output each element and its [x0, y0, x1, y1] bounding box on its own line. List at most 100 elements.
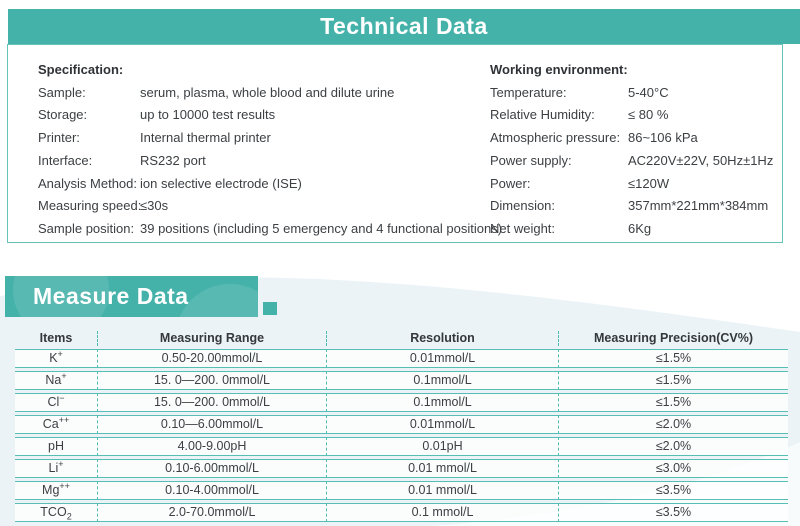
- technical-data-banner: Technical Data: [8, 9, 800, 44]
- item-symbol: Li: [48, 461, 59, 475]
- spec-row-measuring-speed: Measuring speed: ≤30s: [38, 195, 502, 218]
- spec-row-sample: Sample: serum, plasma, whole blood and di…: [38, 82, 502, 105]
- item-cell: Mg++: [15, 481, 98, 500]
- measure-data-banner: Measure Data: [5, 276, 258, 317]
- item-symbol: pH: [48, 439, 64, 453]
- item-cell: K+: [15, 349, 98, 368]
- range-cell: 15. 0—200. 0mmol/L: [98, 393, 327, 412]
- resolution-cell: 0.1 mmol/L: [327, 503, 559, 522]
- resolution-cell: 0.01 mmol/L: [327, 459, 559, 478]
- precision-cell: ≤1.5%: [559, 349, 788, 368]
- page-title: Technical Data: [320, 13, 488, 39]
- specification-box: Specification: Sample: serum, plasma, who…: [7, 44, 783, 243]
- item-cell: TCO2: [15, 503, 98, 522]
- env-value: 357mm*221mm*384mm: [628, 198, 769, 214]
- range-cell: 15. 0—200. 0mmol/L: [98, 371, 327, 390]
- precision-cell: ≤1.5%: [559, 393, 788, 412]
- item-cell: pH: [15, 437, 98, 456]
- env-label: Atmospheric pressure:: [490, 130, 621, 146]
- env-label: Net weight:: [490, 220, 556, 236]
- resolution-cell: 0.1mmol/L: [327, 371, 559, 390]
- resolution-cell: 0.01pH: [327, 437, 559, 456]
- spec-label: Analysis Method:: [38, 175, 137, 191]
- spec-label: Measuring speed:: [38, 198, 142, 214]
- spec-row-interface: Interface: RS232 port: [38, 150, 502, 173]
- col-header-precision: Measuring Precision(CV%): [593, 331, 754, 345]
- spec-value: ion selective electrode (ISE): [140, 175, 302, 191]
- env-row-power: Power: ≤120W: [490, 173, 773, 196]
- col-header-measuring-range: Measuring Range: [98, 331, 327, 346]
- item-charge: +: [58, 458, 64, 469]
- table-row-li: Li+ 0.10-6.00mmol/L 0.01 mmol/L ≤3.0%: [15, 459, 788, 478]
- range-cell: 0.50-20.00mmol/L: [98, 349, 327, 368]
- spec-label: Sample:: [38, 84, 86, 100]
- item-symbol: TCO: [40, 505, 67, 519]
- measure-banner-title: Measure Data: [33, 283, 189, 309]
- decorative-square: [263, 302, 277, 315]
- working-environment-heading: Working environment:: [490, 62, 628, 77]
- specification-heading: Specification:: [38, 62, 124, 77]
- specification-section: Specification: Sample: serum, plasma, who…: [38, 59, 502, 241]
- item-symbol: Na: [45, 373, 62, 387]
- item-cell: Ca++: [15, 415, 98, 434]
- item-charge: −: [59, 392, 65, 403]
- resolution-cell: 0.01mmol/L: [327, 415, 559, 434]
- spec-value: serum, plasma, whole blood and dilute ur…: [140, 84, 395, 100]
- item-cell: Li+: [15, 459, 98, 478]
- table-row-cl: Cl− 15. 0—200. 0mmol/L 0.1mmol/L ≤1.5%: [15, 393, 788, 412]
- env-label: Temperature:: [490, 84, 567, 100]
- measure-table-body: K+ 0.50-20.00mmol/L 0.01mmol/L ≤1.5% Na+…: [15, 349, 788, 522]
- precision-cell: ≤2.0%: [559, 437, 788, 456]
- spec-value: RS232 port: [140, 152, 206, 168]
- measure-table: Items Measuring Range Resolution Measuri…: [15, 328, 788, 525]
- item-subscript: 2: [66, 511, 72, 522]
- table-row-mg: Mg++ 0.10-4.00mmol/L 0.01 mmol/L ≤3.5%: [15, 481, 788, 500]
- item-cell: Cl−: [15, 393, 98, 412]
- resolution-cell: 0.01 mmol/L: [327, 481, 559, 500]
- env-label: Power:: [490, 175, 531, 191]
- env-value: ≤ 80 %: [628, 107, 669, 123]
- env-row-dimension: Dimension: 357mm*221mm*384mm: [490, 195, 773, 218]
- spec-row-analysis-method: Analysis Method: ion selective electrode …: [38, 173, 502, 196]
- spec-label: Printer:: [38, 130, 80, 146]
- item-symbol: Cl: [47, 395, 60, 409]
- working-environment-section: Working environment: Temperature: 5-40°C …: [490, 59, 773, 241]
- precision-cell: ≤1.5%: [559, 371, 788, 390]
- table-row-k: K+ 0.50-20.00mmol/L 0.01mmol/L ≤1.5%: [15, 349, 788, 368]
- env-row-power-supply: Power supply: AC220V±22V, 50Hz±1Hz: [490, 150, 773, 173]
- table-row-ca: Ca++ 0.10—6.00mmol/L 0.01mmol/L ≤2.0%: [15, 415, 788, 434]
- table-row-na: Na+ 15. 0—200. 0mmol/L 0.1mmol/L ≤1.5%: [15, 371, 788, 390]
- item-symbol: K: [49, 351, 58, 365]
- range-cell: 2.0-70.0mmol/L: [98, 503, 327, 522]
- resolution-cell: 0.1mmol/L: [327, 393, 559, 412]
- spec-value: up to 10000 test results: [140, 107, 276, 123]
- spec-label: Interface:: [38, 152, 93, 168]
- precision-cell: ≤3.0%: [559, 459, 788, 478]
- spec-value: ≤30s: [140, 198, 169, 214]
- item-symbol: Mg: [42, 483, 60, 497]
- env-value: AC220V±22V, 50Hz±1Hz: [628, 152, 774, 168]
- precision-cell: ≤2.0%: [559, 415, 788, 434]
- env-label: Dimension:: [490, 198, 556, 214]
- env-row-pressure: Atmospheric pressure: 86~106 kPa: [490, 127, 773, 150]
- table-row-ph: pH 4.00-9.00pH 0.01pH ≤2.0%: [15, 437, 788, 456]
- header-row: Items Measuring Range Resolution Measuri…: [15, 331, 788, 346]
- decorative-circle: [13, 276, 109, 317]
- measure-table-header: Items Measuring Range Resolution Measuri…: [15, 331, 788, 346]
- spec-row-printer: Printer: Internal thermal printer: [38, 127, 502, 150]
- env-label: Relative Humidity:: [490, 107, 595, 123]
- precision-cell: ≤3.5%: [559, 503, 788, 522]
- item-charge: ++: [58, 414, 70, 425]
- spec-row-storage: Storage: up to 10000 test results: [38, 104, 502, 127]
- item-charge: ++: [59, 480, 70, 491]
- item-charge: +: [61, 370, 67, 381]
- range-cell: 0.10—6.00mmol/L: [98, 415, 327, 434]
- env-row-humidity: Relative Humidity: ≤ 80 %: [490, 104, 773, 127]
- item-symbol: Ca: [42, 417, 59, 431]
- resolution-cell: 0.01mmol/L: [327, 349, 559, 368]
- col-header-resolution: Resolution: [327, 331, 559, 346]
- env-value: ≤120W: [628, 175, 670, 191]
- table-row-tco2: TCO2 2.0-70.0mmol/L 0.1 mmol/L ≤3.5%: [15, 503, 788, 522]
- range-cell: 0.10-6.00mmol/L: [98, 459, 327, 478]
